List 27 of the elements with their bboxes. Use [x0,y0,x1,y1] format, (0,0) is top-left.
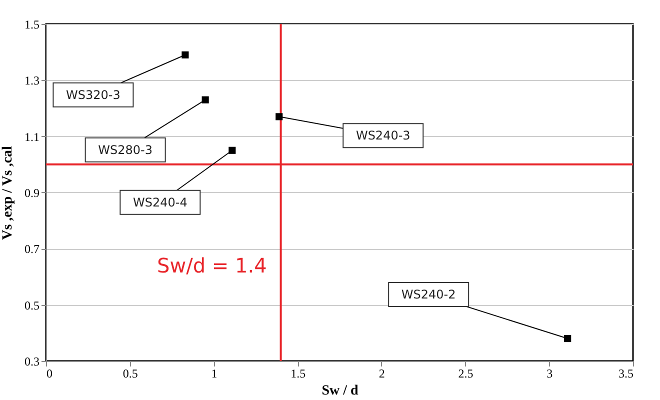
y-tick-label: 1.3 [24,74,40,88]
x-tick-label: 0.5 [122,366,138,380]
annotation: WS240-4 [132,195,188,210]
y-axis-title: Vs ,exp / Vs ,cal [0,146,16,240]
annotation: WS240-2 [401,288,456,302]
point [182,51,189,58]
y-tick-label: 0.9 [24,186,40,200]
annotation: WS240-3 [356,128,410,143]
y-tick-label: 0.7 [24,242,40,256]
y-tick-label: 1.5 [24,18,40,32]
annotation: WS280-3 [98,142,153,157]
ref-line-label: Sw/d = 1.4 [157,254,267,278]
x-tick-label: 1 [211,366,218,380]
x-tick-label: 2 [378,366,385,380]
point [564,334,572,342]
x-tick-label: 3.5 [618,366,634,380]
annotation: WS320-3 [66,88,120,102]
x-tick-label: 3 [546,366,553,380]
x-tick-label: 0 [46,366,52,380]
y-tick-label: 1.1 [24,130,40,144]
x-tick-label: 2.5 [458,366,474,380]
point [276,113,283,120]
x-axis-title: Sw / d [322,384,358,398]
point [202,96,209,104]
y-tick-label: 0.5 [24,298,40,312]
y-tick-label: 0.3 [24,354,40,368]
x-tick-label: 1.5 [290,366,306,380]
